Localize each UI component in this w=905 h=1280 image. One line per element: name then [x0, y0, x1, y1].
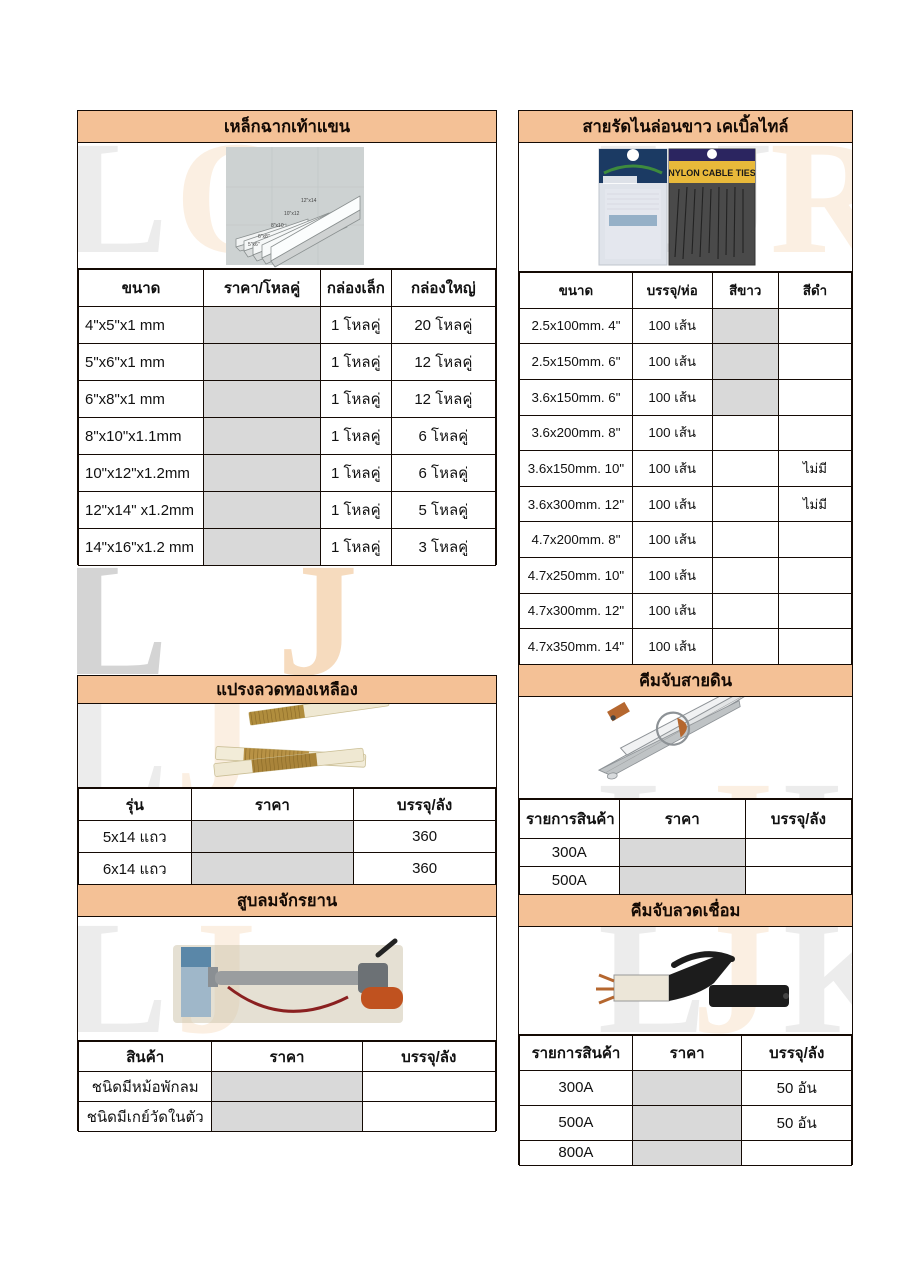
svg-text:6"x8": 6"x8" — [258, 234, 270, 240]
svg-text:8"x10: 8"x10 — [271, 223, 284, 229]
svg-text:10"x12: 10"x12 — [284, 211, 300, 217]
svg-text:12"x14: 12"x14 — [301, 198, 317, 204]
svg-text:NYLON CABLE TIES: NYLON CABLE TIES — [668, 168, 756, 178]
svg-text:5"x6": 5"x6" — [248, 242, 260, 248]
